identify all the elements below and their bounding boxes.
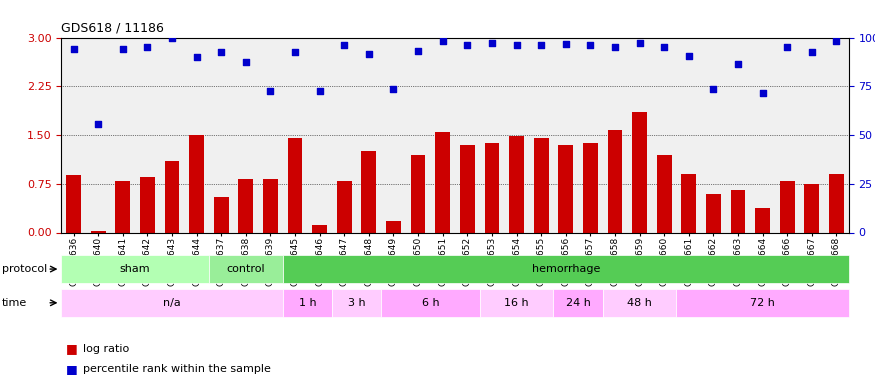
Point <box>66 46 80 52</box>
Text: ■: ■ <box>66 342 77 355</box>
Text: log ratio: log ratio <box>83 344 130 354</box>
Point <box>756 90 770 96</box>
Point <box>608 44 622 50</box>
Bar <box>804 184 819 232</box>
Text: 48 h: 48 h <box>627 298 652 308</box>
Point <box>830 38 844 44</box>
Text: ■: ■ <box>66 363 77 375</box>
Bar <box>583 143 598 232</box>
Bar <box>263 178 278 232</box>
Bar <box>189 135 204 232</box>
Point <box>116 46 130 52</box>
Text: protocol: protocol <box>2 264 47 274</box>
Point <box>780 44 794 50</box>
Text: 16 h: 16 h <box>504 298 528 308</box>
Bar <box>780 180 794 232</box>
Text: percentile rank within the sample: percentile rank within the sample <box>83 364 271 374</box>
Bar <box>214 197 228 232</box>
Point <box>263 88 277 94</box>
Point <box>190 54 204 60</box>
Bar <box>91 231 106 232</box>
Text: hemorrhage: hemorrhage <box>531 264 600 274</box>
Point <box>706 87 720 93</box>
Point <box>288 49 302 55</box>
Bar <box>386 221 401 232</box>
Point <box>411 48 425 54</box>
Point <box>165 35 179 41</box>
Point <box>731 60 745 66</box>
Point <box>584 42 598 48</box>
Bar <box>410 154 425 232</box>
Point <box>534 42 548 48</box>
Bar <box>682 174 696 232</box>
Bar <box>485 143 500 232</box>
Point <box>337 42 351 48</box>
Point <box>436 38 450 44</box>
Bar <box>607 130 622 232</box>
Point <box>214 49 228 55</box>
Point <box>485 40 499 46</box>
Point <box>682 53 696 59</box>
Point <box>239 59 253 65</box>
Point <box>312 88 326 94</box>
Text: 24 h: 24 h <box>565 298 591 308</box>
Text: GDS618 / 11186: GDS618 / 11186 <box>61 22 164 35</box>
Point <box>362 51 376 57</box>
Bar <box>66 175 81 232</box>
Text: time: time <box>2 298 27 308</box>
Bar <box>632 112 647 232</box>
Bar <box>116 180 130 232</box>
Text: sham: sham <box>120 264 150 274</box>
Text: n/a: n/a <box>163 298 181 308</box>
Point <box>559 41 573 47</box>
Bar <box>830 174 844 232</box>
Point <box>657 44 671 50</box>
Bar <box>534 138 549 232</box>
Point <box>633 40 647 46</box>
Point <box>91 121 105 127</box>
Text: 1 h: 1 h <box>298 298 316 308</box>
Text: 6 h: 6 h <box>422 298 439 308</box>
Bar <box>164 161 179 232</box>
Point <box>805 49 819 55</box>
Bar <box>436 132 450 232</box>
Bar <box>140 177 155 232</box>
Point <box>140 44 154 50</box>
Bar <box>238 179 253 232</box>
Bar <box>361 151 376 232</box>
Text: control: control <box>227 264 265 274</box>
Bar <box>312 225 327 232</box>
Bar <box>731 190 746 232</box>
Point <box>509 42 523 48</box>
Point <box>460 42 474 48</box>
Bar <box>657 154 672 232</box>
Point <box>387 87 401 93</box>
Bar <box>288 138 303 232</box>
Text: 72 h: 72 h <box>750 298 775 308</box>
Bar <box>509 136 524 232</box>
Bar <box>706 194 721 232</box>
Bar <box>558 145 573 232</box>
Text: 3 h: 3 h <box>347 298 366 308</box>
Bar <box>337 180 352 232</box>
Bar <box>460 145 475 232</box>
Bar <box>755 208 770 232</box>
